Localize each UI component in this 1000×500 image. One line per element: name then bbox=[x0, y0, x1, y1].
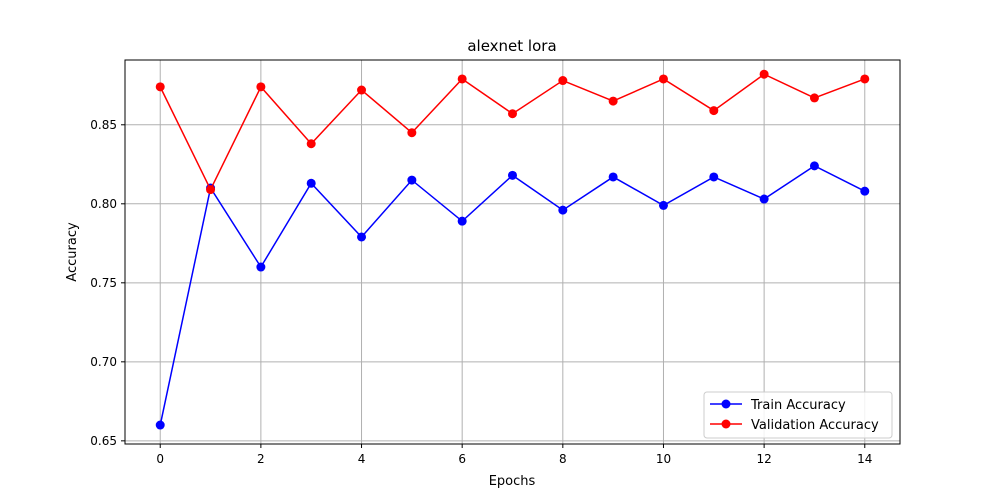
data-point bbox=[658, 200, 668, 210]
x-tick-label: 8 bbox=[559, 452, 567, 466]
axis-ticks: 0 2 4 6 8 10 12 14 0.65 0.70 0.75 0.80 0.85 bbox=[90, 118, 872, 466]
data-point bbox=[457, 216, 467, 226]
x-tick-label: 2 bbox=[257, 452, 265, 466]
legend-label: Train Accuracy bbox=[750, 398, 846, 413]
data-point bbox=[809, 93, 819, 103]
legend: Train Accuracy Validation Accuracy bbox=[703, 391, 893, 439]
x-tick-label: 14 bbox=[857, 452, 872, 466]
data-point bbox=[608, 172, 618, 182]
data-point bbox=[558, 205, 568, 215]
legend-label: Validation Accuracy bbox=[751, 418, 879, 433]
y-tick-label: 0.75 bbox=[90, 276, 117, 290]
data-point bbox=[407, 175, 417, 185]
x-tick-label: 6 bbox=[458, 452, 466, 466]
data-point bbox=[608, 96, 618, 106]
data-point bbox=[508, 170, 517, 180]
data-point bbox=[508, 109, 517, 119]
data-point bbox=[457, 74, 467, 84]
data-point bbox=[860, 74, 870, 84]
x-tick-label: 12 bbox=[756, 452, 771, 466]
data-point bbox=[759, 194, 769, 204]
x-tick-label: 4 bbox=[358, 452, 366, 466]
grid-lines bbox=[125, 60, 900, 444]
data-point bbox=[709, 172, 719, 182]
data-point bbox=[306, 139, 316, 149]
data-point bbox=[759, 69, 769, 79]
legend-box bbox=[703, 391, 893, 439]
y-tick-label: 0.85 bbox=[90, 118, 117, 132]
y-tick-label: 0.70 bbox=[90, 355, 117, 369]
data-point bbox=[256, 82, 266, 92]
plot-frame bbox=[124, 59, 901, 445]
data-point bbox=[558, 76, 568, 86]
legend-marker bbox=[721, 419, 731, 429]
series-line-0 bbox=[159, 165, 866, 426]
data-point bbox=[155, 82, 165, 92]
data-point bbox=[155, 420, 165, 430]
legend-marker bbox=[721, 399, 731, 409]
series-group bbox=[155, 69, 870, 430]
y-tick-label: 0.80 bbox=[90, 197, 117, 211]
data-point bbox=[407, 128, 417, 138]
data-point bbox=[658, 74, 668, 84]
data-point bbox=[206, 185, 216, 195]
x-tick-label: 10 bbox=[656, 452, 671, 466]
data-point bbox=[256, 262, 266, 272]
x-tick-label: 0 bbox=[156, 452, 164, 466]
data-point bbox=[306, 178, 316, 188]
data-point bbox=[357, 232, 367, 242]
data-point bbox=[709, 106, 719, 116]
data-point bbox=[809, 161, 819, 171]
x-axis-title: Epochs bbox=[489, 474, 536, 489]
chart-title: alexnet lora bbox=[467, 37, 556, 55]
y-axis-title: Accuracy bbox=[65, 222, 80, 282]
data-point bbox=[357, 85, 367, 95]
data-point bbox=[860, 186, 870, 196]
y-tick-label: 0.65 bbox=[90, 434, 117, 448]
